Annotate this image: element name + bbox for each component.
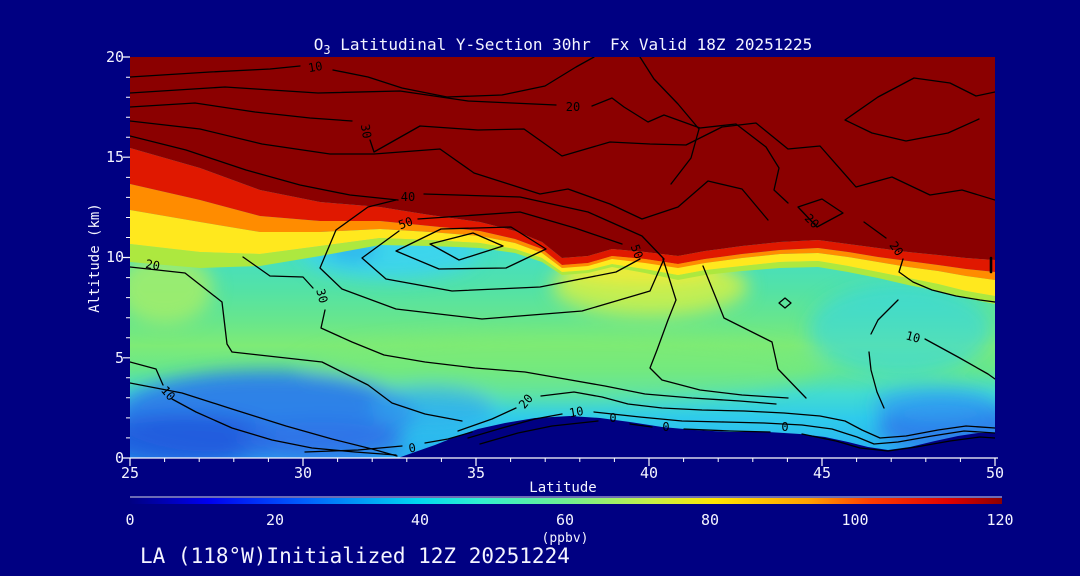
y-axis-title: Altitude (km)	[87, 203, 103, 313]
y-axis-major-ticks	[123, 56, 130, 459]
contour-labels: 10 20 30 40 50 50 20 20 30 20 10 10 20 1…	[144, 59, 921, 456]
contour-label: 40	[401, 190, 415, 204]
axes	[123, 56, 998, 466]
x-axis-major-ticks	[129, 458, 996, 466]
contour-label: 10	[568, 404, 585, 420]
contour-label: 50	[396, 214, 414, 232]
colorbar-tick-label: 80	[701, 511, 719, 529]
colorbar-tick-label: 20	[266, 511, 284, 529]
x-tick-label: 30	[294, 464, 312, 482]
colorbar-tick-label: 120	[986, 511, 1013, 529]
title-rest: Latitudinal Y-Section 30hr Fx Valid 18Z …	[331, 35, 813, 54]
y-tick-label: 5	[115, 349, 124, 367]
figure-title: O3 Latitudinal Y-Section 30hr Fx Valid 1…	[314, 35, 813, 57]
contour-label: 0	[781, 420, 788, 434]
x-tick-label: 35	[467, 464, 485, 482]
x-axis-minor-ticks	[164, 458, 961, 462]
contour-label: 0	[408, 441, 418, 456]
colorbar-tick-label: 60	[556, 511, 574, 529]
band-orange	[130, 184, 995, 280]
y-tick-label: 0	[115, 449, 124, 467]
colorbar-tick-label: 100	[841, 511, 868, 529]
x-tick-label: 45	[813, 464, 831, 482]
x-tick-label: 25	[121, 464, 139, 482]
contour-label: 0	[609, 411, 616, 425]
contour-label: 10	[307, 59, 324, 75]
band-yellow	[130, 210, 995, 296]
colorbar-unit-label: (ppbv)	[542, 531, 589, 546]
y-tick-label: 20	[106, 48, 124, 66]
title-subscript: 3	[323, 43, 330, 57]
contour-label: 30	[313, 287, 330, 305]
contour-label: 30	[358, 123, 374, 140]
band-red	[130, 148, 995, 272]
x-tick-label: 50	[986, 464, 1004, 482]
contour-fill-field: 10 20 30 40 50 50 20 20 30 20 10 10 20 1…	[130, 57, 995, 458]
stratosphere-dark-red	[130, 57, 995, 260]
tiny-closed-contour-diamond	[778, 297, 792, 309]
contour-label: 20	[886, 239, 906, 259]
contour-label: 0	[662, 420, 669, 434]
x-axis-title: Latitude	[529, 480, 596, 496]
contour-label: 20	[566, 100, 580, 114]
title-o: O	[314, 35, 324, 54]
axis-labels: 25 30 35 40 45 50 Latitude 20 15 10 5 0 …	[87, 48, 1004, 496]
y-tick-label: 10	[106, 248, 124, 266]
init-info-text: LA (118°W)Initialized 12Z 20251224	[140, 544, 570, 568]
contour-label: 10	[904, 329, 922, 346]
line-contours	[130, 57, 995, 457]
y-axis-minor-ticks	[126, 76, 130, 439]
colorbar-tick-label: 40	[411, 511, 429, 529]
colorbar-gradient	[130, 498, 1002, 504]
colorbar-tick-label: 0	[125, 511, 134, 529]
contour-label: 50	[628, 242, 646, 260]
colorbar: 0 20 40 60 80 100 120 (ppbv)	[125, 496, 1014, 546]
x-tick-label: 40	[640, 464, 658, 482]
y-tick-label: 15	[106, 148, 124, 166]
contour-label: 20	[144, 257, 161, 273]
